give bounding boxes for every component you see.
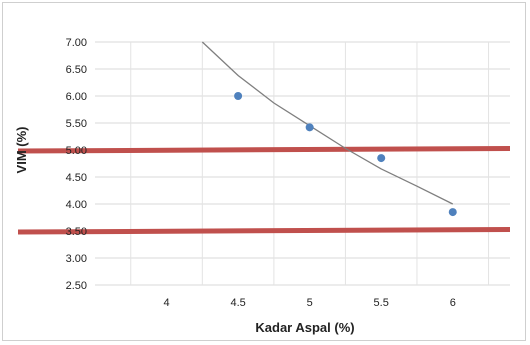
x-tick-label: 6	[450, 297, 456, 309]
x-axis-title: Kadar Aspal (%)	[255, 320, 354, 335]
data-points	[234, 92, 457, 217]
x-tick-label: 4.5	[230, 297, 245, 309]
y-tick-label: 4.50	[66, 172, 87, 184]
gridlines	[95, 41, 510, 286]
y-tick-label: 4.00	[66, 199, 87, 211]
reference-lines	[17, 146, 511, 235]
trendline-layer	[201, 41, 454, 205]
y-tick-label: 3.50	[66, 226, 87, 238]
x-tick-label: 4	[163, 297, 169, 309]
y-axis-title: VIM (%)	[14, 127, 29, 174]
tick-labels: 2.50 3.00 3.50 4.00 4.50 5.00 5.50 6.00 6.50 7.00…	[66, 37, 456, 309]
data-point	[377, 154, 386, 163]
y-tick-label: 7.00	[66, 37, 87, 49]
y-tick-label: 6.00	[66, 91, 87, 103]
y-tick-label: 6.50	[66, 64, 87, 76]
x-tick-label: 5.5	[374, 297, 389, 309]
trendline	[201, 41, 454, 205]
y-tick-label: 5.00	[66, 145, 87, 157]
y-tick-label: 3.00	[66, 253, 87, 265]
y-tick-label: 2.50	[66, 280, 87, 292]
y-tick-label: 5.50	[66, 118, 87, 130]
x-tick-label: 5	[307, 297, 313, 309]
reference-line	[17, 227, 511, 235]
data-point	[234, 92, 243, 100]
reference-line	[17, 146, 511, 154]
data-point	[448, 208, 457, 217]
data-point	[305, 123, 314, 132]
